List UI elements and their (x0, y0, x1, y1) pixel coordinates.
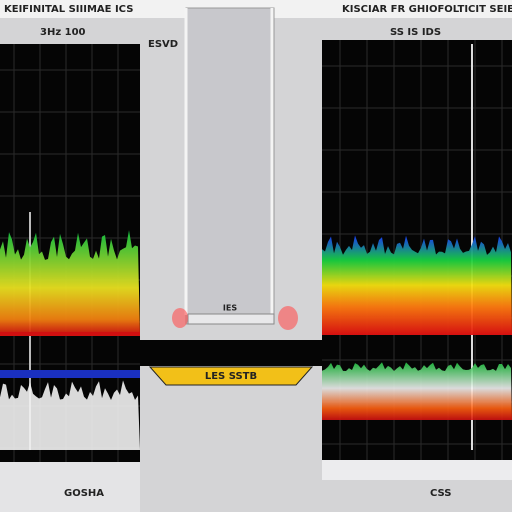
right-footer-bar (322, 460, 512, 480)
spectrum-band (0, 380, 140, 450)
glow (278, 306, 298, 330)
left-footer: GOSHA (64, 488, 104, 499)
glow (172, 308, 188, 328)
right-label: SS IS IDS (390, 27, 441, 38)
right-title: KISCIAR FR GHIOFOLTICIT SEIEDE (342, 4, 512, 15)
left-footer-bar (0, 462, 140, 512)
spectrum (0, 230, 512, 450)
spectrum-band (322, 235, 512, 335)
side-label: ESVD (148, 39, 178, 50)
spectrum-band (0, 230, 140, 335)
banner (148, 366, 314, 386)
center-device (185, 7, 275, 325)
blue-line (0, 370, 140, 378)
banner-text: LES SSTB (205, 371, 257, 382)
device-base (187, 313, 275, 325)
red-line (0, 332, 140, 336)
rod-label: IES (223, 304, 237, 313)
spectrum-band (322, 362, 512, 420)
black-bar (140, 340, 322, 366)
left-title: KEIFINITAL SIIIMAE ICS (4, 4, 133, 15)
right-footer: CSS (430, 488, 451, 499)
left-label: 3Hz 100 (40, 27, 86, 38)
